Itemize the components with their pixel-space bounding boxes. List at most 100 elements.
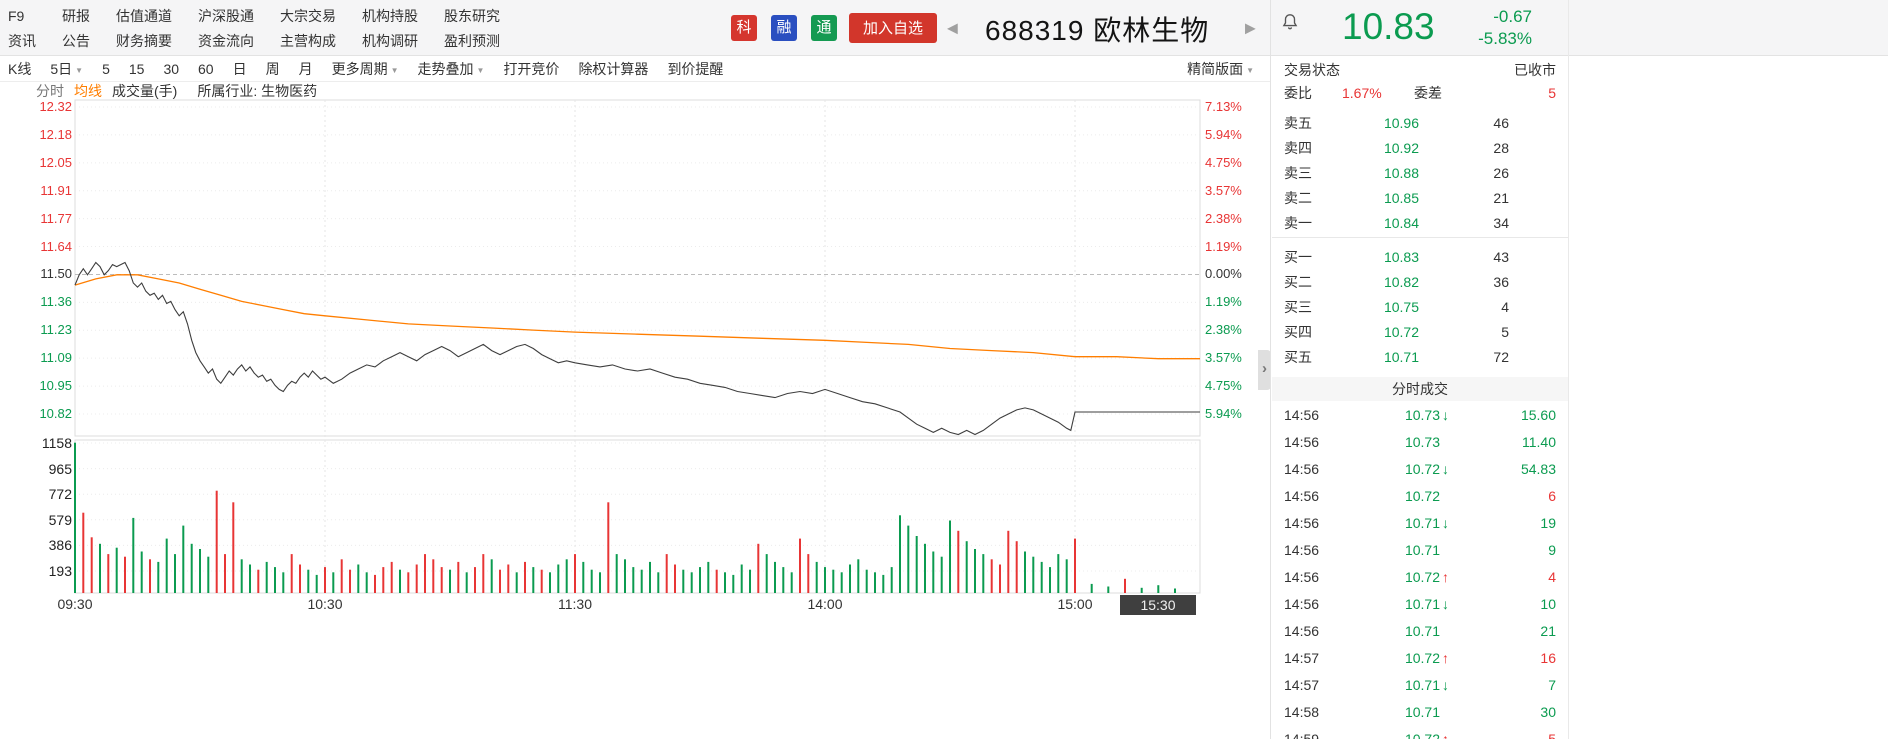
book-level-label: 买四 (1284, 323, 1312, 340)
menu-item-研报[interactable]: 研报 (62, 8, 90, 24)
industry-info[interactable]: 所属行业: 生物医药 (197, 82, 318, 99)
book-level-label: 买三 (1284, 298, 1312, 315)
badge-通[interactable]: 通 (811, 14, 837, 41)
toolbar-item-30[interactable]: 30 (163, 60, 180, 77)
order-book-panel: 交易状态 已收市 委比 1.67% 委差 5 卖五 10.96 46 卖四 10.92 2… (1272, 56, 1568, 739)
pct-axis-label: 1.19% (1205, 238, 1242, 254)
trade-row: 14:59 10.72 ↑ 5 (1272, 725, 1568, 739)
book-price: 10.84 (1383, 214, 1419, 231)
price-axis-label: 11.23 (40, 322, 72, 338)
top-nav-menu: F9 资讯 研报 公告 估值通道 财务摘要 沪深股通 资金流向 大宗交易 主营构成 机构持股 机构调研… (8, 5, 500, 52)
trade-direction-down-icon: ↓ (1442, 460, 1449, 477)
menu-item-大宗交易[interactable]: 大宗交易 (280, 8, 336, 24)
menu-item-沪深股通[interactable]: 沪深股通 (198, 8, 254, 24)
menu-item-资讯[interactable]: 资讯 (8, 33, 36, 49)
book-price: 10.82 (1383, 273, 1419, 290)
trade-price: 10.73 (1404, 406, 1440, 423)
menu-item-资金流向[interactable]: 资金流向 (198, 33, 254, 49)
menu-item-机构持股[interactable]: 机构持股 (362, 8, 418, 24)
panel-collapse-handle[interactable]: › (1258, 350, 1271, 390)
menu-item-机构调研[interactable]: 机构调研 (362, 33, 418, 49)
toolbar-item-5日[interactable]: 5日 ▼ (50, 60, 84, 77)
price-axis-label: 12.05 (39, 154, 72, 170)
price-axis-label: 11.09 (40, 350, 72, 366)
trade-price: 10.71 (1404, 595, 1440, 612)
nav-column: 大宗交易 主营构成 (280, 5, 336, 52)
trade-price: 10.72 (1404, 730, 1440, 739)
book-volume: 72 (1493, 348, 1509, 365)
trade-time: 14:56 (1284, 514, 1320, 531)
trade-price: 10.73 (1404, 433, 1440, 450)
toolbar-item-日[interactable]: 日 (232, 60, 247, 77)
nav-column: 机构持股 机构调研 (362, 5, 418, 52)
toolbar-item-更多周期[interactable]: 更多周期 ▼ (331, 60, 399, 77)
time-axis-label: 10:30 (307, 596, 343, 612)
badge-科[interactable]: 科 (731, 14, 757, 41)
trade-volume: 10 (1540, 595, 1556, 612)
pct-axis-label: 2.38% (1205, 322, 1242, 338)
trade-row: 14:56 10.73 11.40 (1272, 428, 1568, 455)
price-axis-label: 11.64 (40, 238, 72, 254)
trade-direction-down-icon: ↓ (1442, 676, 1449, 693)
price-change-block: -0.67 -5.83% (1442, 6, 1532, 50)
menu-item-盈利预测[interactable]: 盈利预测 (444, 33, 500, 49)
toolbar-item-K线[interactable]: K线 (8, 60, 32, 77)
trade-direction-down-icon: ↓ (1442, 514, 1449, 531)
top-bar: F9 资讯 研报 公告 估值通道 财务摘要 沪深股通 资金流向 大宗交易 主营构成 机构持股 机构调研… (0, 0, 1888, 56)
toolbar-item-打开竞价[interactable]: 打开竞价 (503, 60, 560, 77)
toolbar-item-60[interactable]: 60 (198, 60, 214, 77)
book-level-label: 卖三 (1284, 164, 1312, 181)
book-row-买一: 买一 10.83 43 (1272, 244, 1568, 269)
add-watchlist-button[interactable]: 加入自选 (849, 12, 937, 43)
trade-time: 14:56 (1284, 460, 1320, 477)
time-axis-label: 11:30 (558, 596, 592, 612)
toolbar-item-到价提醒[interactable]: 到价提醒 (667, 60, 724, 77)
menu-item-主营构成[interactable]: 主营构成 (280, 33, 336, 49)
volume-axis-label: 579 (48, 511, 72, 528)
pct-axis-label: 7.13% (1205, 99, 1242, 114)
time-axis-label: 14:00 (807, 596, 843, 612)
time-axis-label: 15:00 (1057, 596, 1093, 612)
period-toolbar: K线 5日 ▼ 5 15 30 60 日 周 月 更多周期 ▼ 走势叠加 ▼ 打开竞价 除权计算器 到价提醒 精简… (0, 56, 1270, 82)
toolbar-item-15[interactable]: 15 (128, 60, 145, 77)
nav-column: F9 资讯 (8, 5, 36, 52)
menu-item-财务摘要[interactable]: 财务摘要 (116, 33, 172, 49)
book-level-label: 买一 (1284, 248, 1312, 265)
trade-time: 14:56 (1284, 433, 1320, 450)
tab-average-line[interactable]: 均线 (74, 82, 102, 99)
book-row-买二: 买二 10.82 36 (1272, 269, 1568, 294)
toolbar-item-周[interactable]: 周 (265, 60, 280, 77)
book-row-买四: 买四 10.72 5 (1272, 319, 1568, 344)
book-price: 10.72 (1383, 323, 1419, 340)
book-volume: 4 (1501, 298, 1509, 315)
price-alert-bell-icon[interactable] (1281, 13, 1299, 36)
badge-融[interactable]: 融 (771, 14, 797, 41)
book-row-卖五: 卖五 10.96 46 (1272, 110, 1568, 135)
price-axis-label: 11.91 (40, 182, 72, 198)
book-volume: 5 (1501, 323, 1509, 340)
prev-stock-arrow-icon[interactable]: ◀ (947, 19, 958, 35)
menu-item-F9[interactable]: F9 (8, 8, 25, 24)
weibi-label: 委比 (1284, 85, 1312, 101)
volume-axis-label: 193 (48, 563, 72, 579)
layout-mode-dropdown[interactable]: 精简版面 ▼ (1187, 60, 1254, 77)
book-row-买五: 买五 10.71 72 (1272, 344, 1568, 369)
panel-right-edge (1568, 0, 1569, 739)
tick-trades-title: 分时成交 (1272, 377, 1568, 401)
menu-item-股东研究[interactable]: 股东研究 (444, 8, 500, 24)
volume-axis-label: 386 (48, 537, 72, 554)
price-axis-label: 12.18 (39, 126, 72, 142)
toolbar-item-月[interactable]: 月 (298, 60, 313, 77)
menu-item-公告[interactable]: 公告 (62, 33, 90, 49)
trade-price: 10.71 (1404, 541, 1440, 558)
trade-row: 14:56 10.72 6 (1272, 482, 1568, 509)
menu-item-估值通道[interactable]: 估值通道 (116, 8, 172, 24)
tab-minute-line[interactable]: 分时 (36, 82, 64, 99)
toolbar-item-除权计算器[interactable]: 除权计算器 (578, 60, 649, 77)
next-stock-arrow-icon[interactable]: ▶ (1245, 19, 1256, 35)
trade-price: 10.72 (1404, 487, 1440, 504)
book-level-label: 卖五 (1284, 114, 1312, 131)
toolbar-item-走势叠加[interactable]: 走势叠加 ▼ (417, 60, 485, 77)
toolbar-item-5[interactable]: 5 (102, 60, 110, 77)
